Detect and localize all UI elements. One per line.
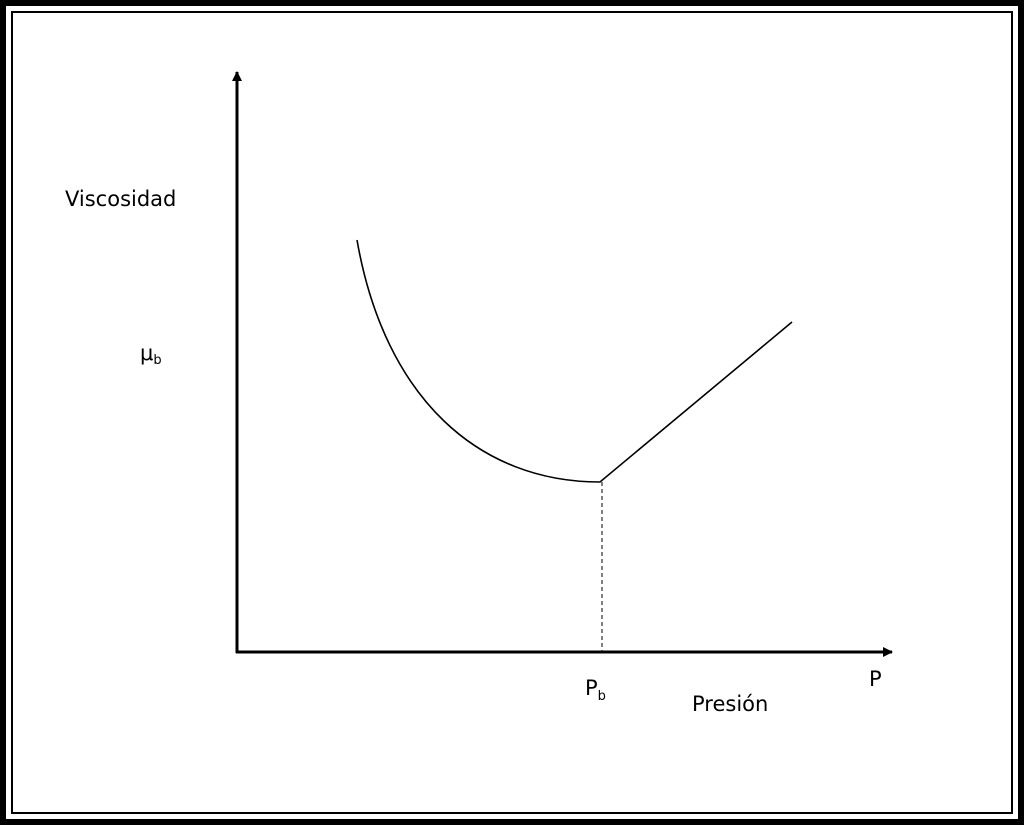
inner-frame: [11, 11, 1013, 814]
mu-subscript: b: [153, 353, 161, 368]
y-axis-label: Viscosidad: [65, 187, 176, 211]
mu-b-label: μb: [140, 341, 162, 368]
p-subscript: b: [598, 689, 606, 704]
x-axis-label: Presión: [692, 692, 768, 716]
p-b-label: Pb: [585, 676, 606, 704]
mu-symbol: μ: [140, 341, 153, 365]
viscosity-curve: [356, 239, 793, 483]
x-axis-symbol: P: [869, 667, 882, 691]
p-symbol: P: [585, 676, 598, 700]
